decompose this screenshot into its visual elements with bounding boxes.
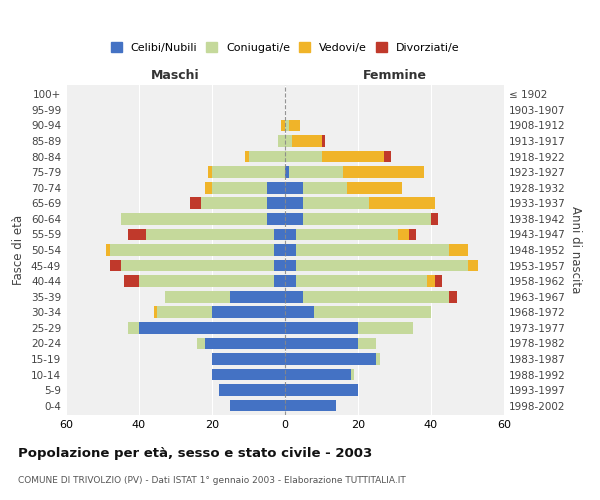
Bar bbox=[278, 135, 285, 147]
Bar bbox=[285, 120, 289, 132]
Bar bbox=[205, 338, 285, 349]
Bar bbox=[128, 322, 139, 334]
Bar bbox=[285, 384, 358, 396]
Bar bbox=[110, 260, 121, 272]
Bar bbox=[289, 166, 343, 178]
Bar bbox=[376, 353, 380, 365]
Bar bbox=[285, 135, 292, 147]
Bar bbox=[296, 244, 449, 256]
Bar bbox=[208, 166, 212, 178]
Bar bbox=[449, 291, 457, 302]
Bar bbox=[139, 276, 274, 287]
Bar bbox=[285, 198, 303, 209]
Bar bbox=[274, 260, 285, 272]
Bar bbox=[303, 182, 347, 194]
Bar bbox=[124, 276, 139, 287]
Bar bbox=[285, 322, 358, 334]
Text: COMUNE DI TRIVOLZIO (PV) - Dati ISTAT 1° gennaio 2003 - Elaborazione TUTTITALIA.: COMUNE DI TRIVOLZIO (PV) - Dati ISTAT 1°… bbox=[18, 476, 406, 485]
Bar bbox=[369, 198, 434, 209]
Bar bbox=[285, 260, 296, 272]
Bar bbox=[230, 400, 285, 411]
Bar bbox=[427, 276, 434, 287]
Bar bbox=[267, 198, 285, 209]
Bar bbox=[449, 244, 467, 256]
Bar bbox=[285, 244, 296, 256]
Bar bbox=[289, 120, 299, 132]
Bar bbox=[285, 182, 303, 194]
Bar bbox=[128, 228, 146, 240]
Text: Maschi: Maschi bbox=[151, 69, 200, 82]
Bar bbox=[197, 338, 205, 349]
Bar bbox=[409, 228, 416, 240]
Bar bbox=[154, 306, 157, 318]
Bar bbox=[285, 368, 350, 380]
Bar bbox=[431, 213, 438, 224]
Bar bbox=[292, 135, 322, 147]
Bar bbox=[245, 151, 248, 162]
Bar bbox=[121, 260, 274, 272]
Bar bbox=[274, 228, 285, 240]
Bar bbox=[285, 306, 314, 318]
Bar bbox=[347, 182, 402, 194]
Bar bbox=[157, 306, 212, 318]
Bar bbox=[248, 151, 285, 162]
Bar bbox=[285, 228, 296, 240]
Bar bbox=[267, 213, 285, 224]
Bar bbox=[110, 244, 274, 256]
Bar bbox=[212, 368, 285, 380]
Bar bbox=[285, 353, 376, 365]
Bar bbox=[358, 322, 413, 334]
Bar bbox=[201, 198, 267, 209]
Text: Popolazione per età, sesso e stato civile - 2003: Popolazione per età, sesso e stato civil… bbox=[18, 448, 372, 460]
Bar bbox=[281, 120, 285, 132]
Bar bbox=[303, 213, 431, 224]
Y-axis label: Fasce di età: Fasce di età bbox=[13, 215, 25, 285]
Bar bbox=[303, 291, 449, 302]
Bar bbox=[358, 338, 376, 349]
Bar bbox=[139, 322, 285, 334]
Bar bbox=[296, 276, 427, 287]
Bar bbox=[267, 182, 285, 194]
Bar bbox=[212, 182, 267, 194]
Bar bbox=[205, 182, 212, 194]
Bar bbox=[285, 276, 296, 287]
Text: Femmine: Femmine bbox=[362, 69, 427, 82]
Bar bbox=[212, 166, 285, 178]
Bar bbox=[398, 228, 409, 240]
Bar bbox=[230, 291, 285, 302]
Bar bbox=[220, 384, 285, 396]
Bar bbox=[212, 306, 285, 318]
Bar bbox=[285, 400, 336, 411]
Bar bbox=[285, 166, 289, 178]
Bar bbox=[296, 260, 467, 272]
Bar bbox=[296, 228, 398, 240]
Bar bbox=[322, 151, 383, 162]
Bar bbox=[303, 198, 369, 209]
Bar bbox=[212, 353, 285, 365]
Bar bbox=[383, 151, 391, 162]
Bar bbox=[285, 151, 322, 162]
Legend: Celibi/Nubili, Coniugati/e, Vedovi/e, Divorziati/e: Celibi/Nubili, Coniugati/e, Vedovi/e, Di… bbox=[106, 38, 464, 58]
Bar bbox=[164, 291, 230, 302]
Bar bbox=[285, 338, 358, 349]
Bar bbox=[274, 276, 285, 287]
Bar bbox=[322, 135, 325, 147]
Bar bbox=[434, 276, 442, 287]
Bar bbox=[106, 244, 110, 256]
Bar bbox=[343, 166, 424, 178]
Bar bbox=[467, 260, 478, 272]
Bar bbox=[190, 198, 201, 209]
Bar bbox=[350, 368, 355, 380]
Bar bbox=[285, 291, 303, 302]
Bar bbox=[146, 228, 274, 240]
Y-axis label: Anni di nascita: Anni di nascita bbox=[569, 206, 582, 294]
Bar bbox=[285, 213, 303, 224]
Bar bbox=[274, 244, 285, 256]
Bar bbox=[121, 213, 267, 224]
Bar bbox=[314, 306, 431, 318]
